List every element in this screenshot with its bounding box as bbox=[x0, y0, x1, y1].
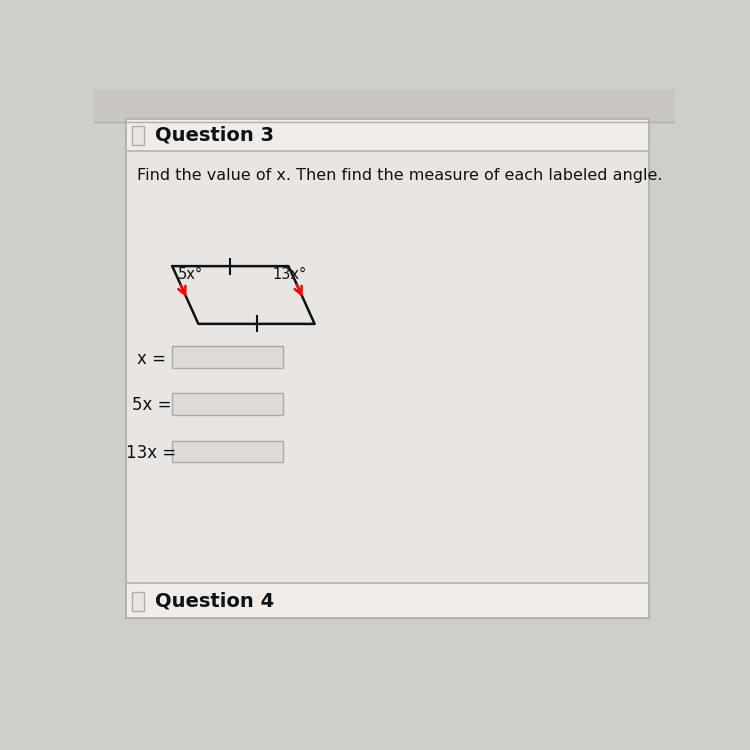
Bar bbox=[172, 393, 283, 416]
Bar bbox=[172, 346, 283, 368]
Bar bbox=[94, 90, 675, 122]
FancyBboxPatch shape bbox=[131, 592, 144, 611]
Bar bbox=[172, 440, 283, 463]
Text: 13x°: 13x° bbox=[273, 267, 307, 282]
Bar bbox=[126, 583, 649, 619]
FancyBboxPatch shape bbox=[131, 127, 144, 146]
Text: 5x°: 5x° bbox=[178, 267, 203, 282]
Text: Question 3: Question 3 bbox=[154, 125, 274, 145]
Text: Question 4: Question 4 bbox=[154, 591, 274, 610]
Text: 5x =: 5x = bbox=[131, 396, 171, 414]
Text: Find the value of x. Then find the measure of each labeled angle.: Find the value of x. Then find the measu… bbox=[137, 168, 663, 183]
Bar bbox=[126, 118, 649, 151]
FancyBboxPatch shape bbox=[126, 134, 649, 619]
Text: x =: x = bbox=[137, 350, 166, 368]
Text: 13x =: 13x = bbox=[126, 444, 176, 462]
